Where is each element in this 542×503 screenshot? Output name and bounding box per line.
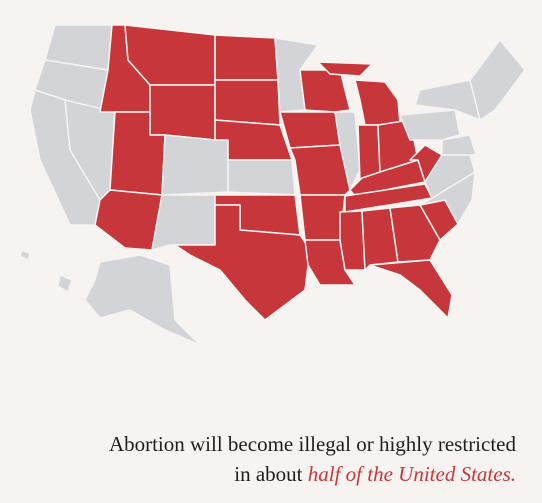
caption-text: in about <box>234 462 303 486</box>
state <box>317 61 373 77</box>
state <box>214 34 279 81</box>
state <box>19 249 31 261</box>
state <box>94 189 163 251</box>
state <box>441 134 477 156</box>
us-map <box>19 24 526 346</box>
states <box>19 24 526 346</box>
state <box>214 79 281 126</box>
state <box>161 134 229 196</box>
state <box>369 259 453 319</box>
state <box>357 124 381 181</box>
state <box>57 274 73 293</box>
state <box>424 154 476 199</box>
state <box>299 194 346 241</box>
state <box>414 79 481 121</box>
state <box>149 84 216 141</box>
caption-emphasis: half of the United States. <box>307 462 516 486</box>
caption-line: in about half of the United States. <box>234 462 516 487</box>
state <box>227 159 296 196</box>
state <box>84 254 201 346</box>
state <box>151 194 216 251</box>
state <box>469 39 526 121</box>
state <box>354 79 401 126</box>
state <box>174 204 311 321</box>
state <box>299 69 351 113</box>
state <box>279 111 341 149</box>
caption-line: Abortion will become illegal or highly r… <box>108 432 516 456</box>
state <box>334 111 361 191</box>
state <box>399 109 461 141</box>
state <box>339 210 366 271</box>
